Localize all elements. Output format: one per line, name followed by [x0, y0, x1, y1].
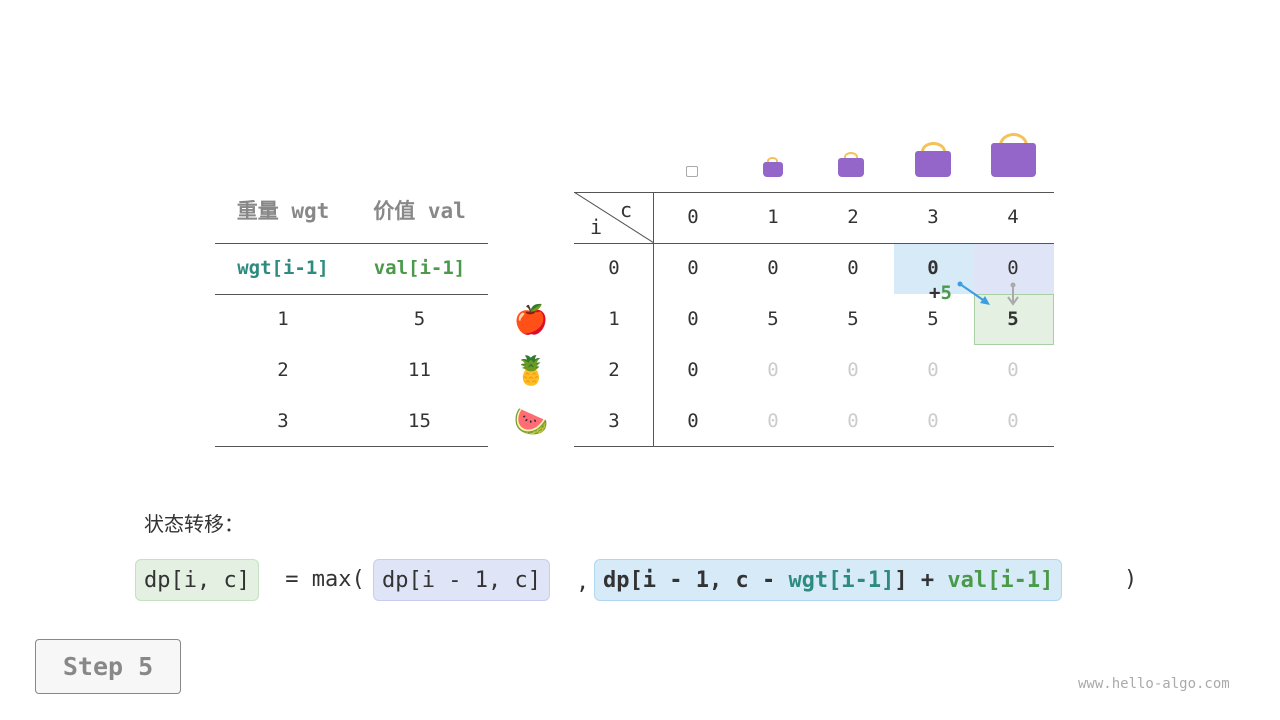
divider	[574, 192, 1054, 193]
transition-arrows	[957, 281, 1019, 306]
plus-value-annotation: +5	[929, 282, 952, 304]
col-header: 2	[847, 206, 859, 228]
dp-cell: 0	[767, 410, 779, 432]
dp-cell: 0	[687, 410, 699, 432]
dp-cell: 0	[927, 257, 939, 279]
divider	[574, 243, 1054, 244]
dp-cell: 5	[927, 308, 939, 330]
watermark: www.hello-algo.com	[1078, 676, 1230, 692]
divider	[653, 192, 654, 446]
dp-cell: 0	[927, 410, 939, 432]
dp-cell: 5	[1007, 308, 1019, 330]
dp-cell: 0	[1007, 359, 1019, 381]
corner-diagonal	[574, 192, 654, 243]
dp-cell: 0	[687, 257, 699, 279]
item-value: 11	[408, 359, 431, 381]
col-header: 3	[927, 206, 939, 228]
dp-cell: 0	[1007, 257, 1019, 279]
formula-take-term: dp[i - 1, c - wgt[i-1]] + val[i-1]	[594, 559, 1063, 601]
subheader-val: val[i-1]	[373, 257, 466, 279]
formula-close: )	[1124, 567, 1138, 592]
apple-icon: 🍎	[513, 303, 549, 336]
dp-cell: 0	[847, 359, 859, 381]
empty-bag-icon	[686, 166, 698, 177]
corner-col-label: c	[620, 198, 633, 222]
formula-skip-term: dp[i - 1, c]	[373, 559, 550, 601]
dp-cell: 0	[847, 257, 859, 279]
dp-cell: 0	[687, 359, 699, 381]
col-header: 4	[1007, 206, 1019, 228]
dp-cell: 0	[847, 410, 859, 432]
take-wgt: wgt[i-1]	[788, 568, 895, 593]
col-header: 0	[687, 206, 699, 228]
item-value: 5	[413, 308, 426, 330]
step-button[interactable]: Step 5	[35, 639, 181, 694]
formula-label: 状态转移：	[144, 512, 244, 536]
row-header: 2	[608, 359, 620, 381]
divider	[215, 243, 488, 244]
added-value: 5	[940, 282, 952, 304]
dp-cell: 0	[1007, 410, 1019, 432]
dp-cell: 5	[767, 308, 779, 330]
header-weight: 重量 wgt	[236, 199, 330, 223]
formula-comma: ,	[576, 570, 590, 595]
item-value: 15	[408, 410, 431, 432]
row-header: 1	[608, 308, 620, 330]
row-header: 3	[608, 410, 620, 432]
divider	[574, 446, 1054, 447]
divider	[215, 294, 488, 295]
formula-max: = max(	[272, 567, 365, 592]
item-weight: 3	[277, 410, 289, 432]
item-weight: 1	[277, 308, 289, 330]
watermelon-icon: 🍉	[513, 405, 549, 438]
dp-cell: 0	[927, 359, 939, 381]
divider	[215, 446, 488, 447]
subheader-wgt: wgt[i-1]	[237, 257, 329, 279]
take-mid: ] +	[894, 568, 948, 593]
take-prefix: dp[i - 1, c -	[603, 568, 789, 593]
corner-row-label: i	[590, 215, 603, 239]
formula-lhs: dp[i, c]	[135, 559, 259, 601]
header-value: 价值 val	[373, 199, 466, 223]
dp-cell: 5	[847, 308, 859, 330]
plus-sign: +	[929, 282, 941, 304]
item-weight: 2	[277, 359, 289, 381]
pineapple-icon: 🍍	[513, 354, 549, 387]
dp-cell: 0	[687, 308, 699, 330]
take-val: val[i-1]	[947, 568, 1054, 593]
dp-cell: 0	[767, 257, 779, 279]
col-header: 1	[767, 206, 779, 228]
row-header: 0	[608, 257, 620, 279]
dp-cell: 0	[767, 359, 779, 381]
